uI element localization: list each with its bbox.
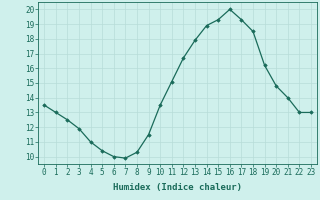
X-axis label: Humidex (Indice chaleur): Humidex (Indice chaleur) [113,183,242,192]
